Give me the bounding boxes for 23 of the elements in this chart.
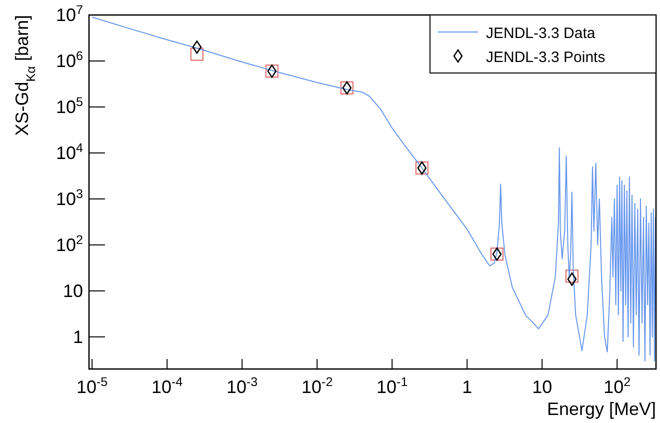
x-tick-label: 10$^{-1}$ — [376, 375, 408, 397]
legend-label: JENDL-3.3 Data — [486, 25, 596, 42]
legend-label: JENDL-3.3 Points — [486, 49, 606, 66]
y-tick-label: 10$^{6}$ — [56, 48, 83, 71]
x-tick-label: 10$^{-3}$ — [226, 375, 258, 397]
point — [192, 40, 202, 54]
x-axis-title: Energy [MeV] — [546, 399, 656, 419]
point — [565, 270, 578, 283]
y-tick-label: 10$^{3}$ — [56, 186, 83, 209]
x-tick-label: 10$^{-2}$ — [301, 375, 333, 397]
y-tick-label: 10$^{7}$ — [56, 3, 83, 25]
point — [567, 272, 577, 286]
x-tick-label: 10$^{-5}$ — [76, 375, 108, 397]
y-tick-label: 1 — [72, 326, 83, 347]
y-tick-label: 10$^{2}$ — [56, 232, 83, 255]
x-tick-label: 10$^{-4}$ — [151, 375, 183, 397]
point — [190, 48, 204, 61]
y-tick-label: 10 — [62, 280, 83, 301]
x-tick-label: 10 — [532, 377, 552, 397]
x-tick-label: 1 — [462, 377, 472, 397]
x-tick-label: 10$^{2}$ — [604, 375, 631, 397]
y-tick-label: 10$^{4}$ — [56, 140, 83, 163]
y-tick-label: 10$^{5}$ — [56, 94, 83, 117]
